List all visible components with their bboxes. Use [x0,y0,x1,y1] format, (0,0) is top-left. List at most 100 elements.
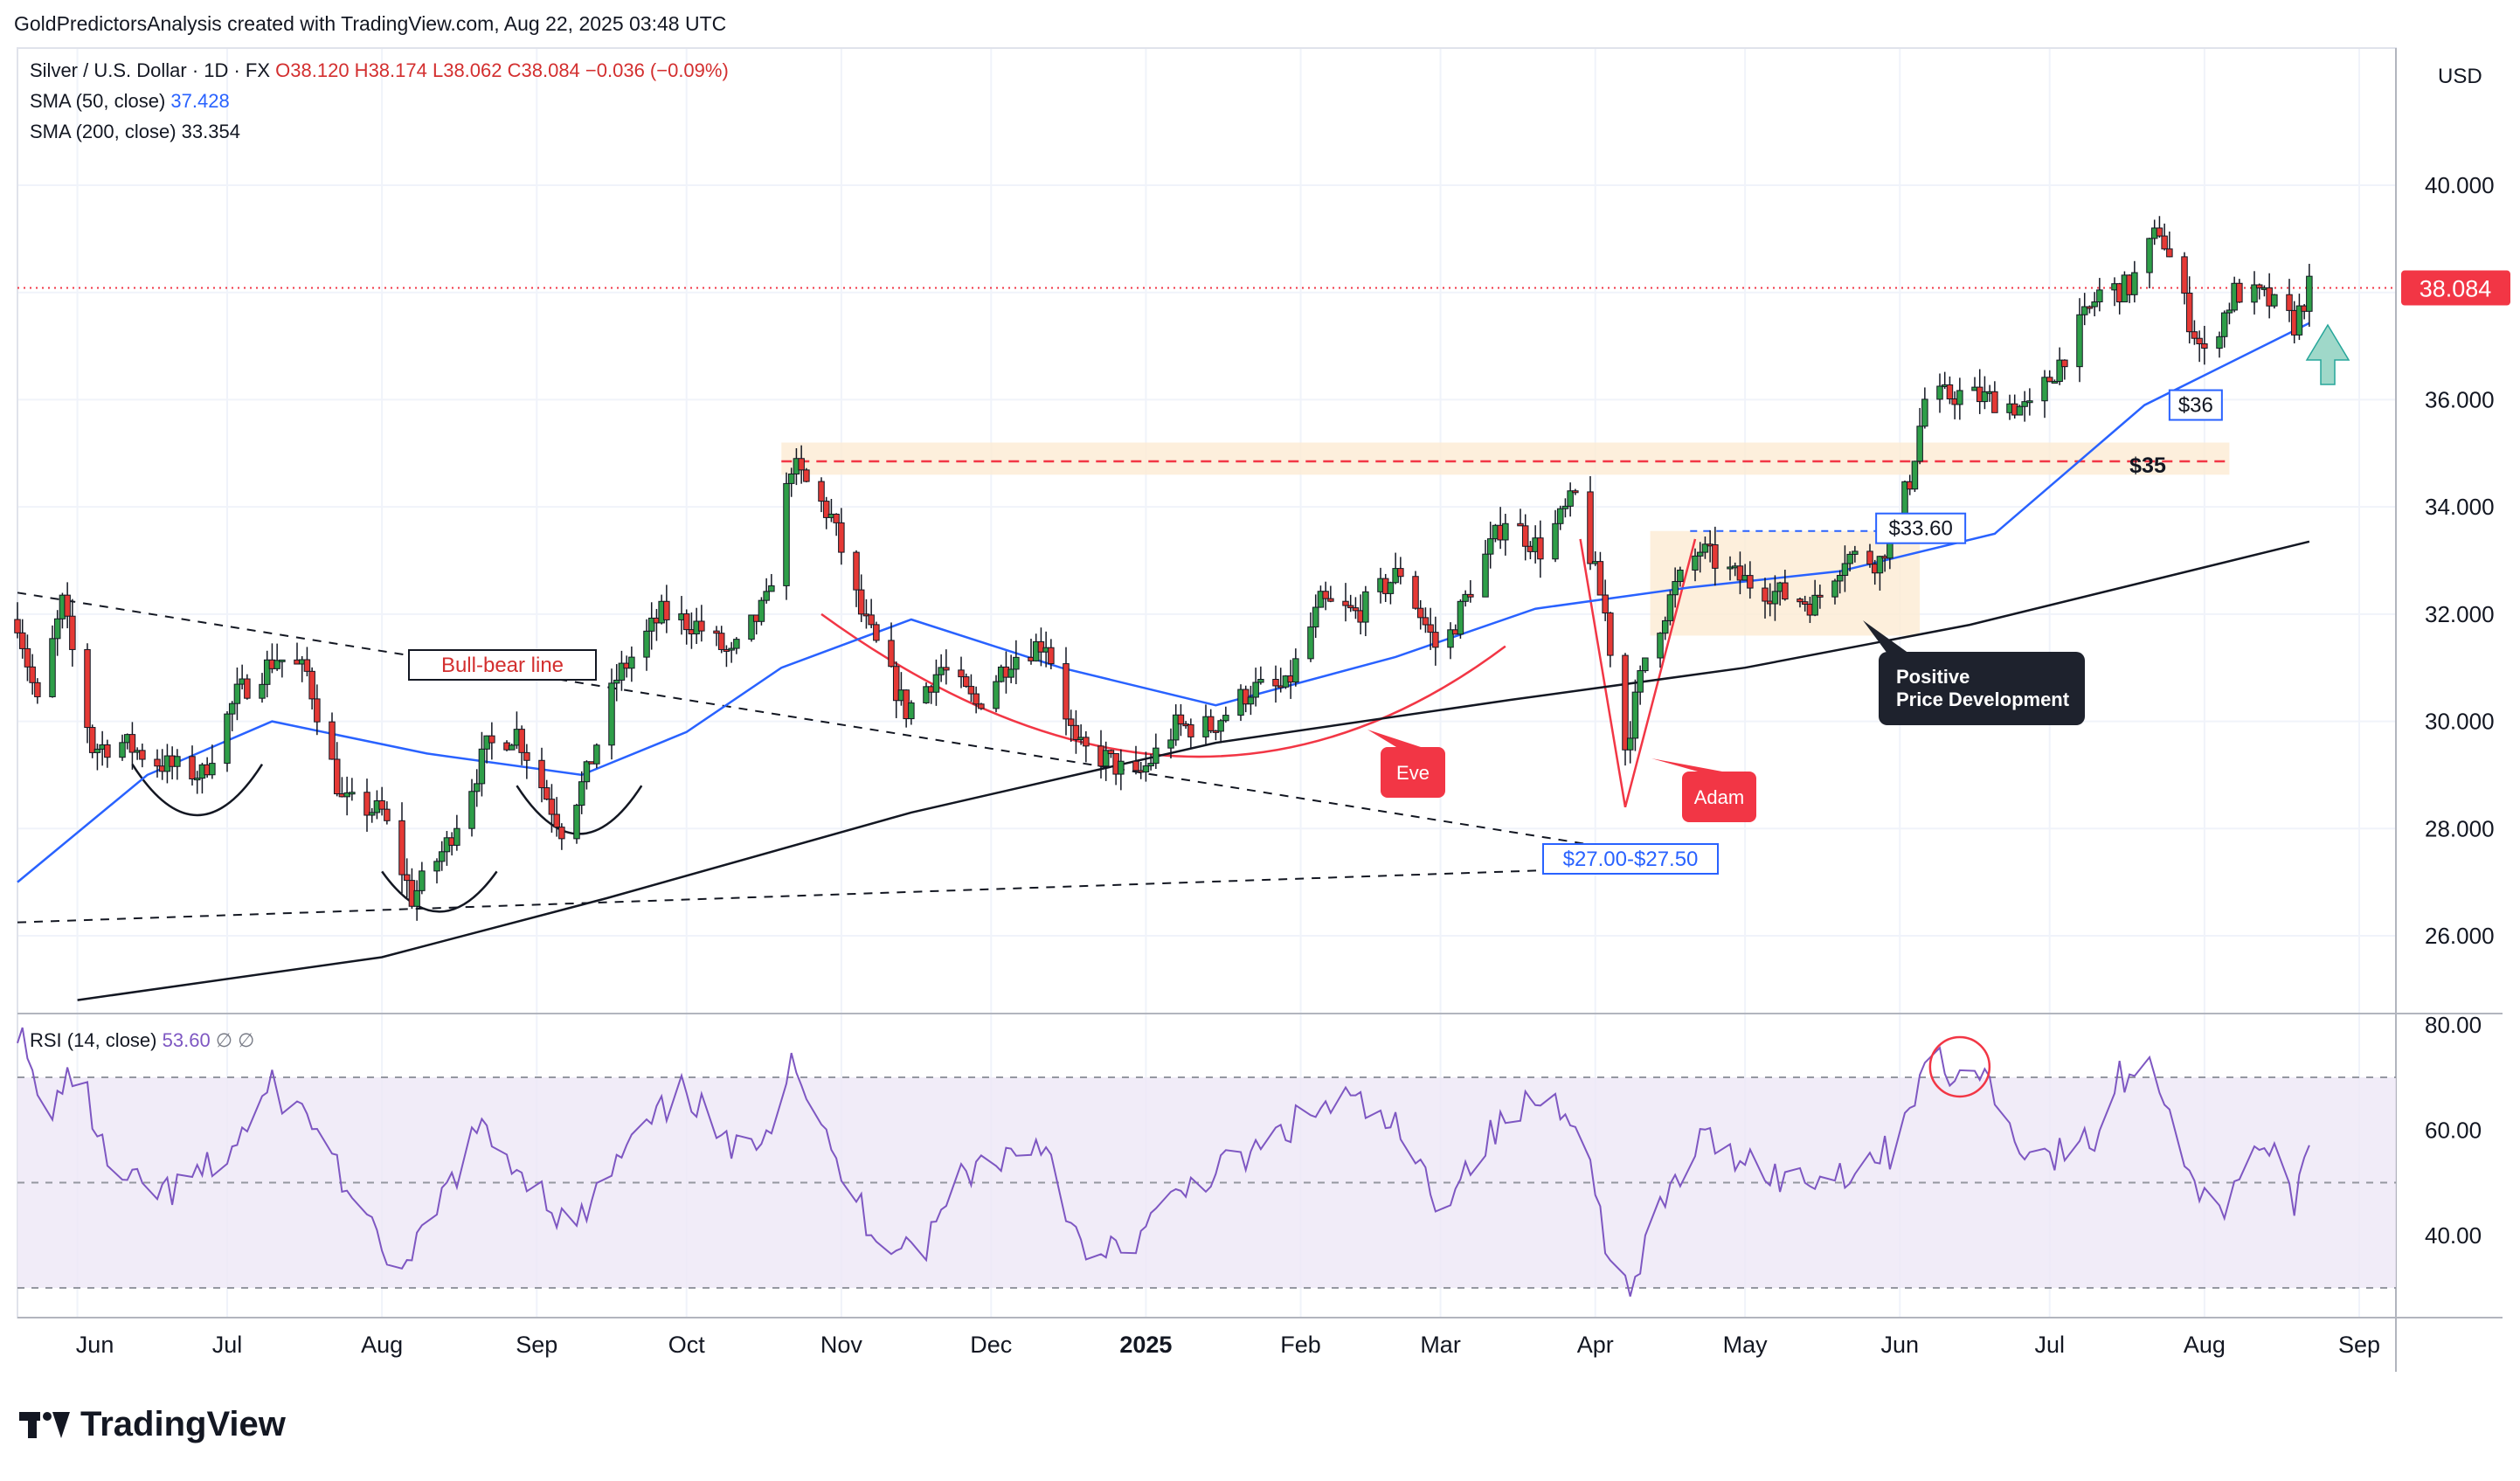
candle-down [548,799,556,815]
candle-down [523,751,530,761]
candle-down [2196,337,2203,345]
candle-up [2295,305,2303,336]
bull-bear-line-label: Bull-bear line [441,654,564,677]
candle-up [1172,714,1180,741]
candle-up [2091,301,2098,308]
candle-down [1747,575,1754,589]
candle-down [838,522,845,553]
candle-up [1657,633,1664,659]
candle-down [1596,561,1604,596]
candle-up [1007,668,1014,678]
candle-up [368,812,376,816]
annotations: Bull-bear line $33.60 $36 $27.00-$27.50 $35 E… [408,323,2350,875]
candle-down [978,703,985,709]
candle-down [1048,647,1055,665]
candle-up [1247,696,1255,705]
candle-up [2271,294,2278,307]
candle-down [967,686,975,695]
last-price-tag [2401,270,2510,306]
candle-up [1147,763,1154,767]
sma200-label: SMA (200, close) [30,121,177,142]
candle-up [1701,543,1709,553]
candle-down [962,676,970,688]
time-tick-label: Dec [970,1332,1012,1358]
candle-up [224,713,231,765]
candles [14,216,2313,921]
candle-up [583,761,591,783]
candle-down [2046,377,2053,383]
up-arrow-icon [2305,323,2350,385]
price-tick-label: 30.000 [2425,709,2495,735]
tradingview-logo[interactable]: TradingView [19,1405,286,1444]
candle-down [713,630,720,634]
candle-up [728,647,735,651]
candle-up [783,482,790,586]
candle-down [1107,750,1115,755]
candle-down [1242,689,1250,705]
positive-callout-line1: Positive [1896,666,1970,688]
candle-down [2286,294,2293,311]
rsi-tick-label: 40.00 [2425,1222,2482,1249]
candle-down [18,632,26,649]
symbol-legend[interactable]: Silver / U.S. Dollar · 1D · FX O38.120 H… [30,59,729,82]
candle-up [1502,523,1509,541]
candle-up [1457,600,1464,635]
candle-down [2236,282,2243,303]
candle-up [1486,538,1494,555]
resistance-zone [781,442,2230,475]
candle-down [1132,760,1139,772]
candle-down [1352,607,1360,612]
candle-up [938,667,945,675]
candle-down [857,589,865,615]
sma50-legend[interactable]: SMA (50, close) 37.428 [30,90,230,113]
rsi-legend[interactable]: RSI (14, close) 53.60 ∅ ∅ [30,1029,254,1052]
candle-up [1831,580,1838,598]
candle-up [608,682,615,746]
candle-up [1916,426,1923,462]
candle-up [193,778,201,781]
candle-up [593,744,600,765]
candle-up [1153,747,1160,765]
time-tick-label: Nov [820,1332,863,1358]
sma200-legend[interactable]: SMA (200, close) 33.354 [30,121,240,143]
level-3360-label: $33.60 [1888,517,1952,541]
rsi-label: RSI (14, close) [30,1029,157,1051]
candle-down [403,874,411,882]
candle-up [53,618,61,640]
candle-up [438,851,446,862]
candle-down [1422,617,1430,626]
head-arc [381,870,498,913]
candle-up [1567,490,1574,507]
candle-down [958,669,965,678]
candle-up [1552,523,1559,560]
candle-down [154,758,161,767]
candle-down [384,808,391,821]
candle-down [1037,640,1045,653]
candle-down [2061,359,2068,368]
candle-up [419,870,426,891]
candle-down [1272,678,1279,687]
rsi-tick-label: 80.00 [2425,1012,2482,1038]
candle-down [1177,714,1185,725]
sma200-value: 33.354 [181,121,240,142]
candle-down [1072,724,1080,740]
candle-down [329,721,336,760]
candle-down [2191,331,2198,339]
candle-up [1836,575,1844,582]
candle-down [853,551,860,591]
rsi-band [17,1076,2396,1289]
candle-up [1846,553,1853,564]
candle-up [508,744,516,751]
eve-rounded-bottom [820,612,1506,758]
eve-label-pointer [1367,730,1421,747]
candle-up [1936,385,1943,400]
candle-down [363,792,370,816]
candle-up [1876,556,1884,574]
positive-callout-pointer [1863,620,1909,654]
candle-up [119,742,126,758]
rsi-extra: ∅ ∅ [215,1029,255,1051]
candle-up [343,792,350,798]
symbol-name[interactable]: Silver / U.S. Dollar · 1D · FX [30,59,271,81]
candle-up [263,659,271,685]
axes: 26.000 28.000 30.000 32.000 34.000 36.000 38.0… [76,65,2510,1358]
